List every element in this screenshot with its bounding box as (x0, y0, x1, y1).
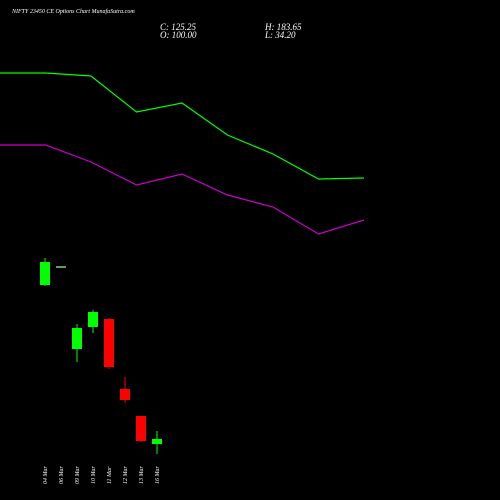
x-tick-label: 06 Mar (59, 466, 65, 484)
x-tick-label: 04 Mar (42, 466, 49, 484)
candle-body (120, 389, 130, 400)
stat-low: L: 34.20 (264, 30, 296, 40)
stat-close: C: 125.25 (160, 22, 197, 32)
candle-body (136, 416, 146, 441)
x-tick-label: 13 Mar (139, 466, 145, 484)
candle-body (88, 312, 98, 327)
x-tick-label: 11 Mar (107, 466, 113, 484)
stat-high: H: 183.65 (264, 22, 302, 32)
stat-open: O: 100.00 (160, 30, 197, 40)
candle-body (104, 319, 114, 367)
x-tick-label: 12 Mar (123, 466, 129, 484)
candle-body (72, 328, 82, 349)
line-series (0, 144, 365, 235)
x-tick-label: 09 Mar (75, 466, 81, 484)
chart-title: NIFTY 23450 CE Options Chart MunafaSutra… (11, 8, 135, 15)
x-tick-label: 16 Mar (155, 466, 161, 484)
line-series (0, 72, 365, 180)
candle-body (152, 439, 162, 444)
x-tick-label: 10 Mar (91, 466, 97, 484)
candle-body (40, 262, 50, 285)
